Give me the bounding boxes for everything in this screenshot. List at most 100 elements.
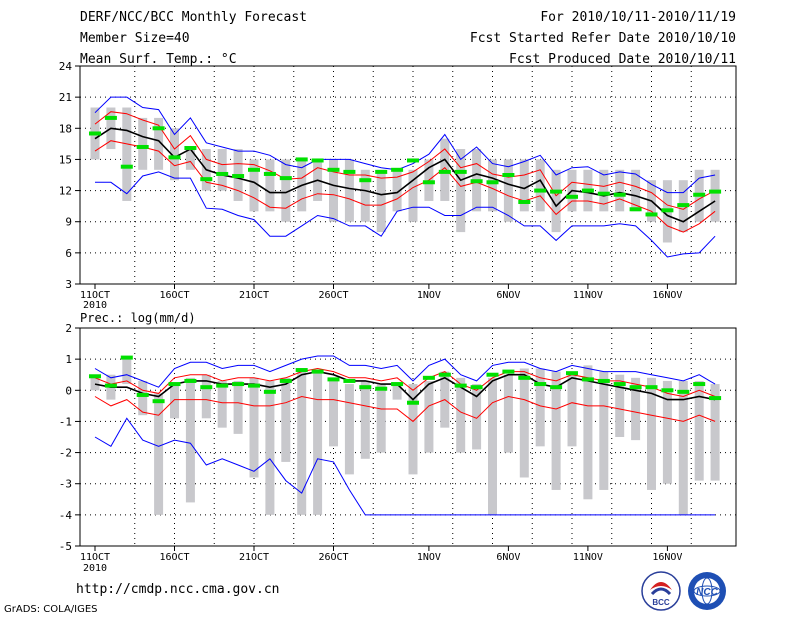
temperature-observed-marker <box>295 157 308 162</box>
temperature-observed-marker <box>343 169 356 174</box>
ncc-logo: NCC <box>688 572 726 610</box>
precipitation-climatology-bar <box>281 377 291 462</box>
temperature-climatology-bar <box>170 128 179 181</box>
precipitation-observed-marker <box>566 371 578 376</box>
temperature-year-label: 2010 <box>83 300 107 311</box>
header-right: For 2010/10/11-2010/11/19 Fcst Started R… <box>470 10 736 73</box>
bcc-logo-text: BCC <box>652 598 670 607</box>
temperature-observed-marker <box>104 115 117 120</box>
precipitation-x-tick-label: 21OCT <box>239 552 269 563</box>
precipitation-plot-frame <box>79 327 737 547</box>
temperature-observed-marker <box>279 176 292 181</box>
precipitation-observed-marker <box>581 377 594 382</box>
ncc-logo-text: NCC <box>696 587 718 598</box>
temperature-observed-marker <box>661 208 674 213</box>
temperature-y-tick-label: 9 <box>65 216 72 229</box>
temperature-observed-marker <box>407 158 419 163</box>
precipitation-climatology-bar <box>583 365 593 500</box>
temperature-observed-marker <box>232 174 245 179</box>
precipitation-observed-marker <box>597 378 610 383</box>
precipitation-observed-marker <box>486 372 499 377</box>
precipitation-x-tick-label: 11OCT <box>80 552 110 563</box>
temperature-observed-marker <box>534 188 547 193</box>
precipitation-observed-marker <box>263 389 276 394</box>
temperature-observed-marker <box>597 191 610 196</box>
precipitation-y-tick-label: -1 <box>59 415 72 428</box>
precipitation-climatology-bar <box>392 384 402 400</box>
temperature-observed-marker <box>200 177 213 182</box>
temperature-climatology-bar <box>217 149 227 191</box>
precipitation-series-mean <box>94 370 716 401</box>
temperature-climatology-bar <box>265 159 275 212</box>
temperature-climatology-bar <box>344 159 354 222</box>
temperature-climatology-bar <box>185 149 195 170</box>
temperature-climatology-bar <box>392 169 402 212</box>
precipitation-observed-marker <box>359 385 372 390</box>
temperature-x-tick-label: 26OCT <box>318 290 348 301</box>
precipitation-observed-marker <box>422 375 435 380</box>
precipitation-climatology-bar <box>647 377 656 490</box>
precipitation-climatology-bar <box>329 377 338 447</box>
temperature-series-min <box>95 171 716 258</box>
temperature-series-mean <box>94 127 716 223</box>
temperature-climatology-bar <box>710 169 720 222</box>
temperature-observed-marker <box>168 155 181 160</box>
precipitation-observed-marker <box>311 369 324 374</box>
temperature-y-tick-label: 24 <box>59 60 73 73</box>
precipitation-observed-marker <box>550 385 563 390</box>
fcst-started-date: Fcst Started Refer Date 2010/10/10 <box>469 31 736 46</box>
source-url[interactable]: http://cmdp.ncc.cma.gov.cn <box>76 582 280 597</box>
grads-credit: GrADS: COLA/IGES <box>4 604 98 615</box>
precipitation-series-upper <box>94 367 716 398</box>
precipitation-climatology-bar <box>488 377 497 515</box>
temperature-climatology-bar <box>408 169 418 222</box>
temperature-observed-marker <box>359 178 372 183</box>
temperature-observed-marker <box>613 192 626 197</box>
precipitation-climatology-bar <box>376 384 386 453</box>
precipitation-climatology-bar <box>519 368 529 478</box>
temperature-climatology-bar <box>249 159 259 212</box>
temperature-climatology-bar <box>440 138 450 201</box>
precipitation-climatology-bar <box>201 374 211 419</box>
temperature-y-tick-label: 6 <box>65 247 72 260</box>
temperature-observed-marker <box>263 171 276 176</box>
temperature-observed-marker <box>391 167 404 172</box>
temperature-x-tick-label: 16OCT <box>159 290 189 301</box>
temperature-observed-marker <box>629 207 642 212</box>
precipitation-x-tick-label: 26OCT <box>318 552 348 563</box>
temperature-climatology-bar <box>456 149 466 233</box>
precipitation-climatology-bar <box>456 377 466 453</box>
precipitation-climatology-bar <box>313 371 323 515</box>
forecast-title: DERF/NCC/BCC Monthly Forecast <box>80 10 307 25</box>
precipitation-climatology-bar <box>424 380 434 453</box>
precipitation-year-label: 2010 <box>83 563 107 574</box>
precipitation-y-tick-label: 2 <box>65 322 72 335</box>
temperature-x-tick-label: 1NOV <box>417 290 441 301</box>
precipitation-x-tick-label: 16NOV <box>652 552 682 563</box>
precipitation-y-tick-label: -3 <box>59 478 72 491</box>
temperature-observed-marker <box>311 158 324 163</box>
temperature-series-lower <box>94 140 716 233</box>
precipitation-x-tick-label: 16OCT <box>159 552 189 563</box>
precipitation-observed-marker <box>613 382 626 387</box>
precipitation-observed-marker <box>279 378 292 383</box>
temperature-observed-marker <box>375 169 388 174</box>
precipitation-y-tick-label: -2 <box>59 447 72 460</box>
precipitation-observed-marker <box>327 377 340 382</box>
precipitation-observed-marker <box>629 385 642 390</box>
temperature-observed-marker <box>152 126 165 131</box>
precipitation-observed-marker <box>407 400 419 405</box>
precipitation-observed-marker <box>502 369 515 374</box>
precipitation-panel-title: Prec.: log(mm/d) <box>80 311 196 325</box>
temperature-series-upper <box>94 111 716 210</box>
temperature-y-tick-label: 18 <box>59 122 72 135</box>
temperature-observed-marker <box>454 169 467 174</box>
precipitation-climatology-bar <box>710 384 720 481</box>
temperature-y-tick-label: 12 <box>59 185 72 198</box>
temperature-climatology-bar <box>519 159 529 212</box>
temperature-observed-marker <box>184 146 197 151</box>
temperature-climatology-bar <box>503 159 513 222</box>
precipitation-climatology-bar <box>694 380 704 481</box>
temperature-observed-marker <box>136 144 149 149</box>
temperature-observed-marker <box>566 194 578 199</box>
